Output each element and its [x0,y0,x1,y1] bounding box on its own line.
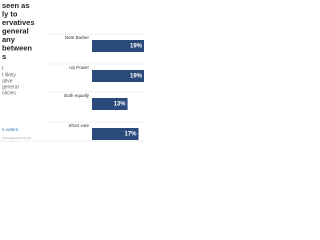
category-label: Both equally [64,93,90,98]
category-label: Note Barber [65,35,90,40]
title-line: seen as [2,1,30,10]
bar [92,98,128,110]
category-label: Up Power [69,65,89,70]
subtitle-line: general [2,84,19,90]
value-label: 19% [130,44,143,50]
title-line: ly to [2,9,18,18]
bar [92,128,139,140]
title-line: any [2,35,16,44]
subtitle-line: olicies [2,90,16,96]
title-line: ervatives [2,18,35,27]
subtitle-line: f [2,66,4,72]
subtitle-line: ative [2,78,13,84]
title-line: between [2,43,32,52]
subtitle-line: t likely [2,72,16,78]
value-label: 13% [114,102,127,108]
title-line: s [2,52,6,61]
bar [92,70,144,82]
bar [92,40,144,52]
source: Pew Research Center [2,136,31,140]
footer: n voters [2,127,19,132]
title-line: general [2,26,29,35]
value-label: 17% [125,132,138,138]
category-label: Short vote [68,123,89,128]
value-label: 19% [130,74,143,80]
